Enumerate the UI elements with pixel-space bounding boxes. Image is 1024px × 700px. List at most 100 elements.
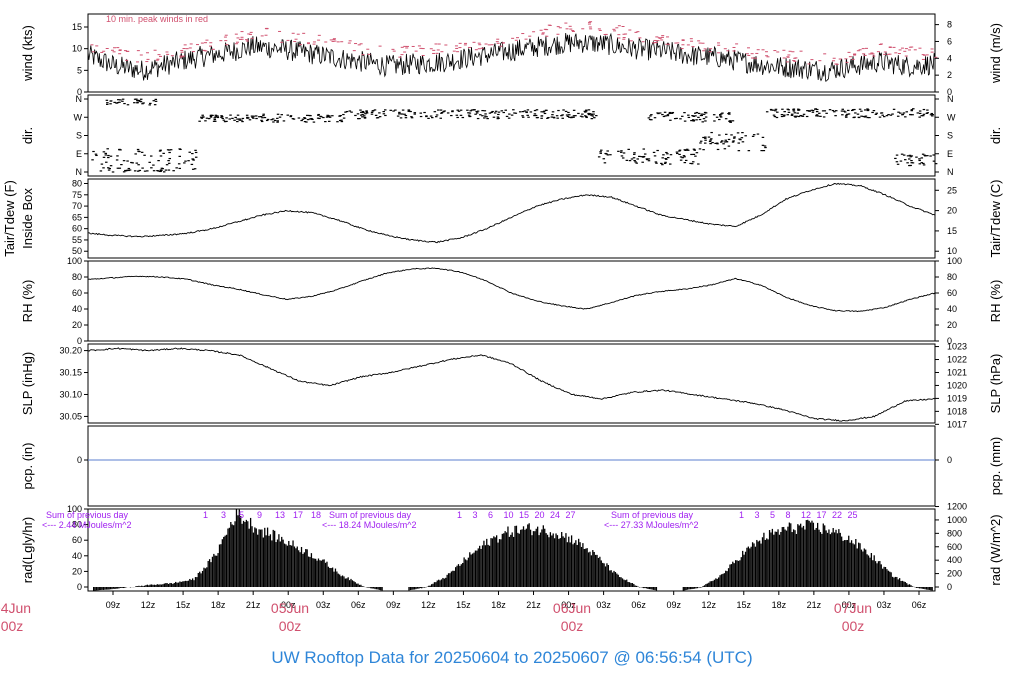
- y-tick-label: 40: [947, 304, 957, 314]
- x-tick-label: 00z: [842, 600, 857, 610]
- y-tick-label: 65: [72, 212, 82, 222]
- y-tick-label: W: [947, 112, 956, 122]
- radiation-count-label: 1: [739, 510, 744, 520]
- x-tick-label: 15z: [456, 600, 471, 610]
- radiation-count-label: 1: [203, 510, 208, 520]
- y-tick-label: 1020: [947, 380, 967, 390]
- radiation-sum-label: Sum of previous day: [611, 510, 694, 520]
- y-tick-label: 60: [72, 224, 82, 234]
- radiation-sum-label: Sum of previous day: [46, 510, 129, 520]
- y-tick-label: 60: [72, 535, 82, 545]
- x-tick-label: 00z: [281, 600, 296, 610]
- y-tick-label: 4: [947, 53, 952, 63]
- y-axis-label: wind (m/s): [988, 23, 1003, 84]
- y-axis-label: SLP (hPa): [988, 354, 1003, 414]
- y-tick-label: W: [74, 112, 83, 122]
- x-tick-label: 18z: [772, 600, 787, 610]
- y-tick-label: 0: [947, 582, 952, 592]
- y-tick-label: 100: [947, 256, 962, 266]
- y-axis-label: RH (%): [988, 280, 1003, 323]
- y-axis-label: rad(Lgly/hr): [20, 517, 35, 583]
- y-tick-label: 10: [947, 246, 957, 256]
- date-label: 04Jun: [0, 600, 31, 616]
- y-tick-label: 40: [72, 304, 82, 314]
- y-tick-label: 20: [72, 566, 82, 576]
- y-axis-label: pcp. (in): [20, 443, 35, 490]
- y-tick-label: 0: [947, 455, 952, 465]
- y-tick-label: E: [947, 149, 953, 159]
- x-tick-label: 21z: [526, 600, 541, 610]
- x-tick-label: 21z: [246, 600, 261, 610]
- x-tick-label: 09z: [386, 600, 401, 610]
- y-tick-label: 70: [72, 201, 82, 211]
- radiation-sum-value: <--- 18.24 MJoules/m^2: [322, 520, 417, 530]
- x-tick-label: 18z: [491, 600, 506, 610]
- y-tick-label: 80: [72, 272, 82, 282]
- y-tick-label: 1022: [947, 355, 967, 365]
- y-tick-label: 1019: [947, 393, 967, 403]
- y-tick-label: 100: [67, 504, 82, 514]
- y-tick-label: E: [76, 149, 82, 159]
- radiation-count-label: 3: [755, 510, 760, 520]
- y-tick-label: 40: [72, 551, 82, 561]
- y-tick-label: 1021: [947, 367, 967, 377]
- panel-frame-dir: [87, 94, 936, 177]
- x-tick-label: 12z: [701, 600, 716, 610]
- panel-frame-radiation: [87, 508, 936, 592]
- radiation-count-label: 5: [239, 510, 244, 520]
- y-tick-label: 8: [947, 20, 952, 30]
- y-tick-label: 80: [947, 272, 957, 282]
- x-tick-label: 18z: [211, 600, 226, 610]
- y-tick-label: 0: [77, 582, 82, 592]
- x-tick-label: 12z: [421, 600, 436, 610]
- radiation-count-label: 8: [786, 510, 791, 520]
- x-tick-label: 09z: [106, 600, 121, 610]
- y-tick-label: 30.15: [59, 368, 82, 378]
- y-tick-label: 100: [67, 256, 82, 266]
- y-tick-label: 0: [77, 336, 82, 346]
- y-tick-label: 80: [72, 179, 82, 189]
- y-tick-label: 25: [947, 185, 957, 195]
- y-tick-label: 0: [947, 336, 952, 346]
- radiation-count-label: 13: [275, 510, 285, 520]
- panel-frame-slp: [87, 343, 936, 424]
- y-tick-label: 0: [947, 87, 952, 97]
- x-tick-label: 06z: [351, 600, 366, 610]
- radiation-sum-value: <--- 27.33 MJoules/m^2: [604, 520, 699, 530]
- y-tick-label: S: [947, 131, 953, 141]
- y-axis-label: RH (%): [20, 280, 35, 323]
- radiation-sum-value: <--- 2.44 MJoules/m^2: [42, 520, 132, 530]
- y-tick-label: 20: [947, 320, 957, 330]
- radiation-count-label: 10: [504, 510, 514, 520]
- radiation-count-label: 17: [293, 510, 303, 520]
- date-time-label: 00z: [842, 618, 865, 634]
- date-label: 07Jun: [834, 600, 872, 616]
- radiation-count-label: 27: [566, 510, 576, 520]
- date-time-label: 00z: [561, 618, 584, 634]
- panel-frame-temperature: [87, 178, 936, 259]
- radiation-count-label: 20: [535, 510, 545, 520]
- radiation-count-label: 3: [473, 510, 478, 520]
- y-tick-label: 55: [72, 235, 82, 245]
- y-axis-label: SLP (inHg): [20, 352, 35, 415]
- panel-frame-rh: [87, 260, 936, 342]
- y-tick-label: 60: [947, 288, 957, 298]
- y-tick-label: N: [947, 167, 954, 177]
- radiation-count-label: 12: [801, 510, 811, 520]
- y-tick-label: N: [76, 94, 83, 104]
- y-tick-label: 75: [72, 190, 82, 200]
- radiation-count-label: 3: [221, 510, 226, 520]
- date-label: 05Jun: [271, 600, 309, 616]
- radiation-count-label: 18: [311, 510, 321, 520]
- y-axis-label: Tair/Tdew (C): [988, 179, 1003, 257]
- y-tick-label: S: [76, 131, 82, 141]
- wind-speed-line: [87, 32, 936, 82]
- y-tick-label: 60: [72, 288, 82, 298]
- y-tick-label: 1023: [947, 342, 967, 352]
- x-tick-label: 06z: [631, 600, 646, 610]
- y-tick-label: 0: [77, 87, 82, 97]
- radiation-count-label: 22: [832, 510, 842, 520]
- date-label: 06Jun: [553, 600, 591, 616]
- y-tick-label: 30.05: [59, 411, 82, 421]
